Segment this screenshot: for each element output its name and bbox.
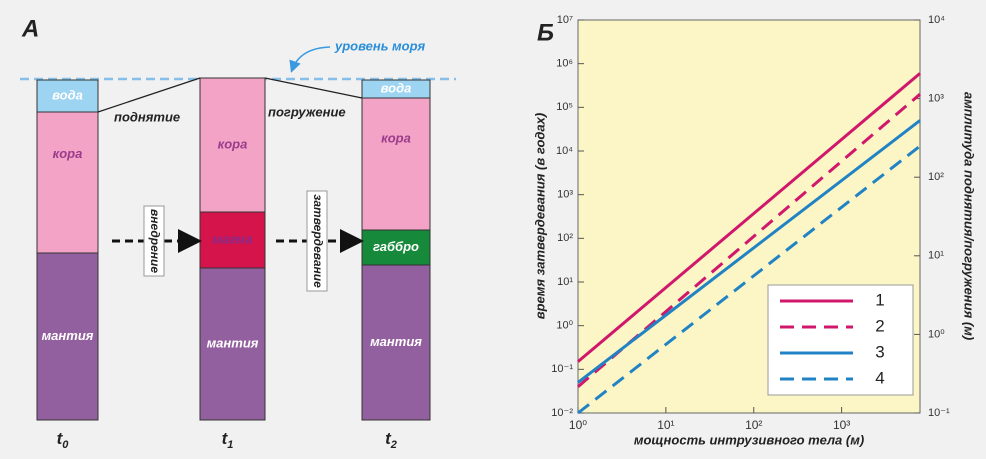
time-index: 1	[227, 439, 233, 451]
layer-label: вода	[52, 87, 83, 102]
y-tick-label: 10⁰	[556, 320, 573, 332]
y-tick-label: 10¹	[557, 276, 573, 288]
time-index: 2	[390, 439, 397, 451]
y-tick-label: 10⁻¹	[551, 363, 573, 375]
panel-label: Б	[537, 19, 554, 46]
x-tick-label: 10³	[833, 418, 850, 432]
layer-label: габбро	[373, 239, 419, 254]
x-tick-label: 10⁰	[569, 418, 587, 432]
uplift-line	[98, 78, 200, 112]
layer-label: кора	[218, 136, 248, 151]
sea-level-label: уровень моря	[334, 38, 426, 53]
legend-label: 3	[875, 342, 884, 361]
intrusion-label: внедрение	[148, 209, 162, 273]
sea-level-arrow	[292, 47, 330, 70]
y2-tick-label: 10¹	[928, 250, 944, 262]
x-tick-label: 10¹	[657, 418, 674, 432]
layer-label: вода	[381, 80, 412, 95]
layer	[37, 112, 98, 253]
legend-label: 2	[875, 316, 884, 335]
y2-tick-label: 10³	[928, 93, 944, 105]
y2-axis-title: амплитуда поднятия/погружения (м)	[962, 92, 977, 340]
y-tick-label: 10³	[557, 189, 573, 201]
y-tick-label: 10⁷	[557, 14, 573, 26]
y2-tick-label: 10⁻¹	[928, 407, 950, 419]
y-tick-label: 10⁵	[556, 101, 573, 113]
panel-label: А	[21, 15, 39, 42]
y-tick-label: 10⁴	[556, 145, 573, 157]
x-tick-label: 10²	[745, 418, 762, 432]
layer-label: мантия	[207, 335, 259, 350]
uplift-label: поднятие	[114, 109, 180, 124]
layer-label: мантия	[370, 334, 422, 349]
y-tick-label: 10⁻²	[551, 407, 573, 419]
figure: Ауровень моря вода кора мантия t0 кора магма ма…	[0, 0, 986, 459]
layer-label: мантия	[42, 328, 94, 343]
subsidence-label: погружение	[268, 104, 346, 119]
layer	[362, 98, 430, 230]
layer-label: кора	[53, 146, 83, 161]
legend-label: 1	[875, 290, 884, 309]
x-axis-title: мощность интрузивного тела (м)	[634, 432, 864, 447]
y-tick-label: 10²	[557, 232, 573, 244]
legend-label: 4	[875, 368, 884, 387]
time-label: t2	[385, 429, 397, 450]
y-axis-title: время затвердевания (в годах)	[532, 113, 547, 319]
y2-tick-label: 10⁰	[928, 328, 945, 340]
y-tick-label: 10⁶	[556, 58, 573, 70]
y2-tick-label: 10²	[928, 171, 944, 183]
time-label: t1	[222, 429, 234, 450]
layer-label: магма	[212, 231, 252, 246]
subsidence-line	[265, 78, 362, 98]
layer-label: кора	[381, 130, 411, 145]
solidification-label: затвердевание	[311, 194, 325, 288]
y2-tick-label: 10⁴	[928, 14, 945, 26]
time-label: t0	[57, 429, 70, 450]
time-index: 0	[62, 439, 69, 451]
